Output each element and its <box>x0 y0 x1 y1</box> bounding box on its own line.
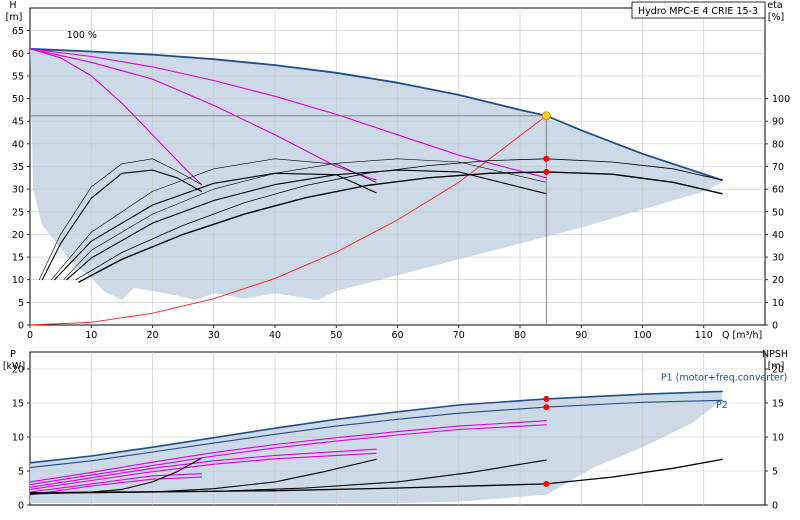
y2-tick-label: 20 <box>772 275 784 286</box>
y-tick-label: 5 <box>18 298 24 309</box>
y-axis-unit: [kW] <box>3 361 25 372</box>
y2-axis-title: NPSH <box>762 349 788 360</box>
curve-P-reduced-1 <box>29 473 203 493</box>
curve-eta-3-thin <box>63 158 547 280</box>
p1-label: P1 (motor+freq.converter) <box>661 373 788 384</box>
y2-tick-label: 0 <box>772 321 778 332</box>
y-tick-label: 35 <box>12 162 24 173</box>
curve-P1 <box>29 390 723 464</box>
y-tick-label: 45 <box>12 117 24 128</box>
y-tick-label: 55 <box>12 71 24 82</box>
y2-tick-label: 60 <box>772 185 784 196</box>
marked-point <box>543 404 550 411</box>
y-tick-label: 30 <box>12 185 24 196</box>
speed-annotation: 100 % <box>67 30 97 41</box>
y-axis-unit: [m] <box>6 12 23 23</box>
curve-envelope-100 <box>29 47 723 181</box>
marked-point <box>543 395 550 402</box>
x-tick-label: 40 <box>269 330 281 341</box>
curve-P-reduced-2 <box>29 448 377 488</box>
y-tick-label: 10 <box>12 275 24 286</box>
y-tick-label: 50 <box>12 94 24 105</box>
x-tick-label: 90 <box>575 330 587 341</box>
curve-eta-1 <box>41 169 203 281</box>
curve-pump1-reduced-2 <box>29 48 377 181</box>
y2-tick-label: 20 <box>772 365 784 376</box>
curve-eta-4 <box>78 171 723 283</box>
p2-label: P2 <box>716 400 728 411</box>
head-efficiency-chart: 0 5 10 15 20 25 30 35 40 45 50 55 60 65 0 10 20 30 40 50 60 7… <box>6 0 790 341</box>
x-tick-label: 70 <box>453 330 465 341</box>
y2-axis-title: eta <box>767 0 782 11</box>
marked-point <box>543 155 550 162</box>
y-tick-label: 15 <box>12 399 24 410</box>
curve-eta-3 <box>66 169 547 281</box>
operating-range-area <box>30 48 723 301</box>
y-axis-title: P <box>10 349 16 360</box>
power-npsh-chart: 0 5 10 15 20 0 5 10 15 20 P[kW] NPSH[m]P1 (motor+fr… <box>3 349 788 512</box>
curve-P2 <box>29 399 723 469</box>
y-tick-label: 10 <box>12 433 24 444</box>
x-tick-label: 110 <box>695 330 713 341</box>
y2-tick-label: 50 <box>772 207 784 218</box>
y2-tick-label: 10 <box>772 433 784 444</box>
y-tick-label: 40 <box>12 139 24 150</box>
curve-system-curve <box>29 115 547 326</box>
y2-tick-label: 80 <box>772 139 784 150</box>
x-tick-label: 100 <box>633 330 651 341</box>
y2-tick-label: 90 <box>772 117 784 128</box>
curve-eta-1-thin <box>38 158 202 280</box>
x-tick-label: 20 <box>146 330 158 341</box>
chart-title: Hydro MPC-E 4 CRIE 15-3 <box>638 6 758 17</box>
duty-point-marker <box>541 111 551 121</box>
curve-pump1-reduced-1 <box>29 48 203 186</box>
x-tick-label: 0 <box>27 330 33 341</box>
y-tick-label: 5 <box>18 467 24 478</box>
curve-eta-4-thin <box>75 158 723 281</box>
y2-axis-unit: [m] <box>768 361 785 372</box>
y-tick-label: 60 <box>12 49 24 60</box>
y-axis-title: H <box>9 0 16 11</box>
y2-tick-label: 0 <box>772 501 778 512</box>
x-tick-label: 80 <box>514 330 526 341</box>
y2-tick-label: 5 <box>772 467 778 478</box>
x-tick-label: 30 <box>208 330 220 341</box>
y2-tick-label: 40 <box>772 230 784 241</box>
curve-P-reduced-1b <box>29 476 203 496</box>
operating-range-area <box>30 391 723 503</box>
y-tick-label: 65 <box>12 26 24 37</box>
y2-tick-label: 30 <box>772 253 784 264</box>
y-tick-label: 0 <box>18 321 24 332</box>
y-tick-label: 15 <box>12 253 24 264</box>
marked-point <box>543 168 550 175</box>
curve-P-reduced-3b <box>29 424 547 486</box>
y-tick-label: 0 <box>18 501 24 512</box>
curve-P-reduced-3 <box>29 420 547 483</box>
x-tick-label: 50 <box>330 330 342 341</box>
curve-eta-2-thin <box>51 158 377 280</box>
y2-tick-label: 100 <box>772 94 790 105</box>
y2-tick-label: 70 <box>772 162 784 173</box>
y-tick-label: 20 <box>12 230 24 241</box>
x-tick-label: 10 <box>85 330 97 341</box>
curve-pump1-reduced-3 <box>29 48 547 179</box>
y2-tick-label: 15 <box>772 399 784 410</box>
y-tick-label: 25 <box>12 207 24 218</box>
y2-axis-unit: [%] <box>768 12 784 23</box>
y-tick-label: 20 <box>12 365 24 376</box>
chart-title-box <box>631 1 766 19</box>
y2-tick-label: 10 <box>772 298 784 309</box>
x-axis-title: Q [m³/h] <box>722 330 762 341</box>
marked-point <box>543 480 550 487</box>
x-tick-label: 60 <box>391 330 403 341</box>
